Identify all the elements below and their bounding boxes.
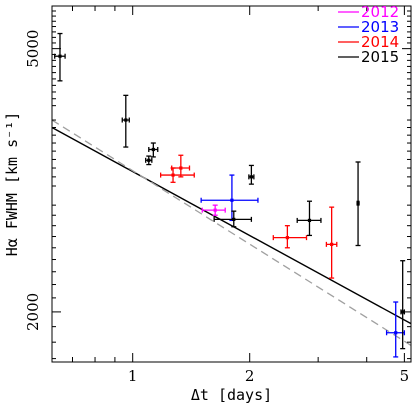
x-tick-label: 1 (128, 367, 138, 385)
point-marker (330, 242, 334, 246)
legend-item-2014: 2014 (338, 33, 399, 51)
data-point-2015-4 (145, 155, 153, 166)
legend-item-2013: 2013 (338, 18, 399, 36)
tick-labels: 1 2 5 2000 5000 (24, 30, 409, 385)
point-marker (213, 208, 217, 212)
x-tick-label: 5 (400, 367, 410, 385)
y-tick-label: 2000 (24, 293, 42, 331)
axis-ticks (52, 5, 411, 362)
data-point-2014-4 (325, 206, 338, 279)
point-marker (249, 175, 253, 179)
y-tick-label: 5000 (24, 30, 42, 68)
point-marker (356, 201, 360, 205)
data-point-2012-1 (201, 204, 226, 216)
point-marker (232, 217, 236, 221)
fit-line-dashed (51, 119, 412, 346)
data-point-2013-1 (200, 174, 259, 222)
data-points (54, 32, 406, 358)
point-marker (394, 331, 398, 335)
legend-label: 2015 (361, 48, 399, 66)
point-marker (147, 158, 151, 162)
data-point-2015-6 (248, 164, 255, 185)
data-point-2014-3 (272, 225, 308, 249)
point-marker (58, 54, 62, 58)
point-marker (307, 218, 312, 223)
point-marker (124, 118, 128, 122)
legend-label: 2012 (361, 3, 399, 21)
point-marker (171, 173, 175, 177)
data-point-2015-8 (355, 161, 361, 247)
legend-item-2012: 2012 (338, 3, 399, 21)
legend-item-2015: 2015 (338, 48, 399, 66)
fit-lines (51, 119, 412, 346)
x-axis-label: Δt [days] (191, 386, 272, 404)
point-marker (285, 236, 289, 240)
data-point-2014-2 (171, 154, 191, 178)
data-point-2013-2 (385, 301, 406, 358)
data-point-2015-5 (213, 210, 253, 228)
y-axis-label: Hα FWHM [km s⁻¹] (3, 112, 21, 257)
point-marker (179, 166, 183, 170)
data-point-2015-2 (121, 94, 130, 148)
fit-line-solid (51, 126, 412, 325)
legend-label: 2013 (361, 18, 399, 36)
point-marker (230, 198, 234, 202)
legend-label: 2014 (361, 33, 399, 51)
data-point-2015-7 (296, 200, 322, 237)
data-point-2015-9 (400, 260, 406, 350)
point-marker (151, 147, 155, 152)
plot-frame (51, 5, 412, 363)
data-point-2015-3 (148, 142, 159, 158)
x-tick-label: 2 (245, 367, 255, 385)
data-point-2015-1 (54, 32, 66, 82)
